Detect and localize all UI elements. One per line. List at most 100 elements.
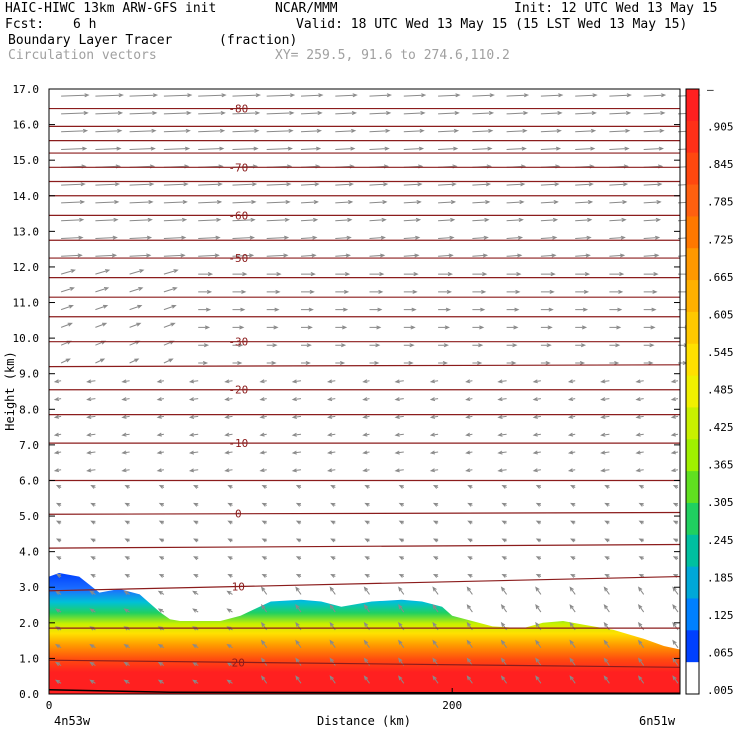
vector-arrow-313	[362, 397, 370, 401]
isotherm-line-23	[48, 659, 681, 668]
vector-arrow-514	[95, 200, 120, 205]
vector-arrow-238	[394, 468, 404, 473]
colorbar-swatch-0	[686, 89, 699, 122]
vector-arrow-461	[232, 253, 255, 258]
vector-arrow-549	[643, 182, 663, 187]
vector-arrow-507	[506, 217, 524, 222]
colorbar-label-13: .185	[707, 571, 734, 584]
vector-arrow-451	[540, 272, 556, 277]
y-tick-label-2: 2.0	[19, 617, 39, 630]
vector-arrow-109	[535, 586, 542, 595]
vector-arrow-8	[329, 675, 336, 684]
vector-arrow-252	[224, 450, 233, 455]
vector-arrow-179	[330, 520, 336, 525]
colorbar-swatch-4	[686, 216, 699, 249]
vector-arrow-416	[643, 307, 657, 312]
header-line1-right: Init: 12 UTC Wed 13 May 15	[514, 1, 718, 16]
vector-arrow-624	[609, 111, 632, 116]
vector-arrow-351	[369, 361, 380, 366]
vector-arrow-446	[369, 272, 385, 277]
vector-arrow-415	[609, 307, 623, 312]
vector-arrow-380	[60, 322, 73, 328]
vector-arrow-251	[188, 450, 199, 455]
vector-arrow-630	[163, 93, 193, 98]
vector-arrow-435	[643, 289, 658, 294]
vector-arrow-276	[394, 432, 404, 437]
vector-arrow-53	[569, 639, 576, 648]
vector-arrow-498	[198, 217, 222, 222]
isotherm-contours-layer: -80 -70 -60 -50 -30 -20 -10 0 10 20	[48, 103, 681, 669]
vector-arrow-411	[472, 307, 486, 312]
vector-arrow-354	[472, 361, 483, 366]
vector-arrow-197	[295, 502, 302, 507]
vector-arrow-272	[259, 432, 267, 437]
vector-arrow-76	[54, 608, 62, 613]
vector-arrow-403	[198, 307, 212, 312]
vector-arrow-583	[506, 146, 527, 151]
vector-arrow-358	[609, 361, 620, 366]
vector-arrow-628	[95, 93, 124, 98]
vector-arrow-486	[438, 235, 455, 240]
vector-arrow-121	[295, 574, 302, 578]
vector-arrow-458	[129, 253, 152, 258]
vector-arrow-240	[465, 468, 473, 473]
vector-arrow-394	[540, 325, 553, 330]
vector-arrow-309	[224, 397, 233, 402]
vector-arrow-176	[227, 520, 233, 525]
vector-arrow-13	[500, 675, 508, 684]
vector-arrow-528	[575, 200, 594, 205]
vector-arrow-216	[295, 485, 302, 489]
vector-arrow-480	[232, 235, 256, 240]
vector-arrow-370	[369, 343, 381, 348]
vector-arrow-155	[158, 538, 165, 543]
vector-arrow-423	[232, 289, 247, 294]
tracer-region	[49, 573, 680, 694]
vector-arrow-75	[672, 621, 679, 631]
vector-arrow-463	[300, 253, 317, 258]
vector-arrow-134	[90, 556, 96, 561]
plot-frame	[48, 88, 681, 695]
colorbar: – .905 .845 .785 .725 .665 .605 .545 .485 .425 .36…	[685, 83, 734, 697]
isotherm-line-20	[48, 543, 681, 549]
vector-arrow-334	[429, 379, 439, 384]
vector-arrow-348	[266, 361, 277, 366]
colorbar-swatch-16	[686, 598, 699, 631]
vector-arrow-27	[329, 657, 336, 666]
vector-arrow-438	[95, 269, 111, 275]
vector-arrow-582	[472, 146, 493, 151]
colorbar-label-3: .785	[707, 196, 734, 209]
vector-arrow-87	[432, 604, 439, 613]
vector-arrow-598	[369, 128, 391, 133]
surface-line	[48, 688, 681, 695]
vector-arrow-548	[609, 182, 629, 187]
vector-arrow-597	[335, 128, 357, 133]
vector-arrow-459	[163, 253, 186, 258]
vector-arrow-217	[330, 485, 336, 489]
vector-arrow-596	[300, 128, 322, 133]
vector-arrow-545	[506, 182, 526, 187]
vector-arrow-180	[364, 520, 370, 525]
vector-arrow-1	[89, 679, 96, 684]
vector-arrow-45	[295, 639, 302, 648]
vector-arrow-634	[300, 93, 324, 98]
vector-arrow-302	[635, 414, 644, 419]
vector-arrow-130	[604, 574, 610, 578]
header-line3-units: (fraction)	[219, 33, 298, 48]
vector-arrow-125	[432, 574, 439, 578]
y-tick-label-17: 17.0	[13, 83, 40, 96]
isotherm-label-4: -70	[228, 161, 248, 174]
vector-arrow-614	[266, 111, 295, 116]
vector-arrow-640	[506, 93, 530, 98]
colorbar-label-16: .005	[707, 684, 734, 697]
vector-arrow-488	[506, 235, 524, 240]
vector-arrow-218	[364, 485, 370, 489]
vector-arrow-141	[330, 556, 336, 561]
vector-arrow-108	[500, 586, 508, 595]
vector-arrow-55	[637, 639, 645, 648]
vector-arrow-579	[369, 146, 390, 151]
vector-arrow-595	[266, 128, 294, 133]
x-tick-label-0: 0	[46, 699, 53, 712]
vector-arrow-291	[259, 414, 267, 419]
vector-arrow-402	[163, 304, 177, 311]
vector-arrow-542	[403, 182, 423, 187]
